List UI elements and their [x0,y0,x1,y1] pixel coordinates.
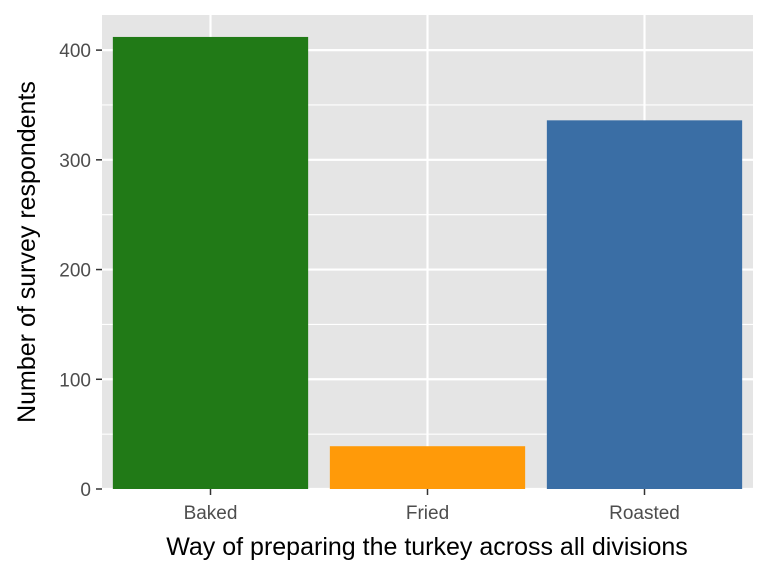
x-tick-label: Fried [406,503,449,524]
y-axis-title: Number of survey respondents [13,81,41,423]
bars [112,36,743,489]
x-axis-ticks: Baked Fried Roasted [184,489,680,524]
bar-baked [112,36,309,489]
y-tick-label: 100 [59,370,91,391]
y-tick-label: 0 [80,480,91,501]
y-tick-label: 300 [59,151,91,172]
y-tick-label: 200 [59,261,91,282]
bar-roasted [546,120,743,489]
bar-fried [329,446,526,489]
y-axis-ticks: 0 100 200 300 400 [59,41,102,501]
x-tick-label: Roasted [609,503,680,524]
x-tick-label: Baked [184,503,238,524]
x-axis-title: Way of preparing the turkey across all d… [166,533,688,561]
y-tick-label: 400 [59,41,91,62]
